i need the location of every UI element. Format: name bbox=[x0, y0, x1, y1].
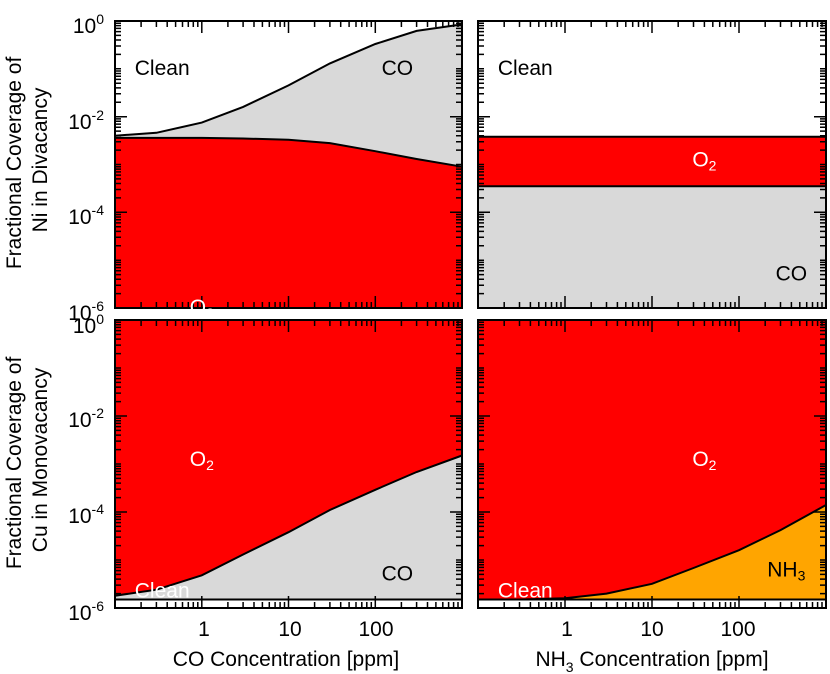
region-ni-nh3-o2 bbox=[478, 136, 826, 187]
x-tick-label-right-10: 10 bbox=[640, 618, 663, 641]
ticks-ni-co bbox=[115, 21, 462, 308]
region-label-ni-nh3-2: CO bbox=[776, 262, 808, 285]
region-label-ni-co-1: CO bbox=[382, 56, 414, 79]
region-ni-co-clean bbox=[115, 21, 462, 136]
y-tick-label-bottom-1: 10-2 bbox=[68, 405, 104, 432]
panel-frame-cu-co bbox=[114, 319, 463, 609]
boundary-cu-nh3-1 bbox=[478, 504, 827, 601]
region-ni-nh3-clean bbox=[478, 21, 826, 137]
ticks-cu-co bbox=[115, 320, 462, 608]
ticks-ni-nh3 bbox=[478, 21, 826, 308]
region-cu-nh3-nh3 bbox=[478, 505, 826, 600]
panel-frames bbox=[114, 20, 827, 609]
region-label-cu-nh3-0: O2 bbox=[692, 448, 716, 473]
ylabel-top: Fractional Coverage of Ni in Divacancy bbox=[3, 51, 52, 269]
y-tick-label-top-3: 10-6 bbox=[68, 298, 104, 325]
panel-frame-ni-co bbox=[114, 20, 463, 309]
region-cu-nh3-o2 bbox=[478, 320, 826, 600]
y-tick-label-bottom-3: 10-6 bbox=[68, 598, 104, 625]
axis-ticks bbox=[115, 21, 826, 608]
xlabel-left: CO Concentration [ppm] bbox=[173, 648, 399, 671]
panel-frame-cu-nh3 bbox=[477, 319, 827, 609]
region-label-cu-co-2: Clean bbox=[135, 579, 190, 602]
x-tick-label-right-1: 1 bbox=[561, 618, 573, 641]
panel-frame-ni-nh3 bbox=[477, 20, 827, 309]
y-tick-label-top-2: 10-4 bbox=[68, 202, 104, 229]
region-cu-co-co bbox=[115, 455, 462, 600]
ylabel-bottom: Fractional Coverage of Cu in Monovacancy bbox=[3, 351, 52, 569]
y-tick-label-bottom-2: 10-4 bbox=[68, 501, 104, 528]
x-tick-label-right-100: 100 bbox=[720, 618, 755, 641]
ticks-cu-nh3 bbox=[478, 320, 826, 608]
y-tick-label-top-1: 10-2 bbox=[68, 107, 104, 134]
region-fills bbox=[115, 21, 826, 608]
x-tick-label-left-1: 1 bbox=[198, 618, 210, 641]
region-label-cu-co-1: CO bbox=[382, 562, 414, 585]
boundary-ni-co-0 bbox=[115, 136, 463, 168]
region-ni-co-o2 bbox=[115, 137, 462, 308]
region-label-ni-nh3-1: O2 bbox=[692, 148, 716, 173]
region-label-ni-nh3-0: Clean bbox=[498, 56, 553, 79]
region-label-cu-co-0: O2 bbox=[190, 448, 214, 473]
boundary-ni-co-1 bbox=[114, 23, 463, 137]
y-tick-label-top-0: 100 bbox=[73, 11, 104, 38]
region-ni-nh3-co bbox=[478, 186, 826, 308]
region-ni-co-co bbox=[115, 24, 462, 167]
boundary-lines bbox=[114, 23, 827, 601]
region-cu-co-o2 bbox=[115, 320, 462, 596]
xlabel-right: NH3 Concentration [ppm] bbox=[535, 648, 768, 674]
boundary-cu-co-1 bbox=[114, 454, 463, 597]
y-tick-label-bottom-0: 100 bbox=[73, 311, 104, 338]
region-label-ni-co-0: Clean bbox=[135, 56, 190, 79]
x-tick-label-left-100: 100 bbox=[358, 618, 393, 641]
region-label-ni-co-2: O2 bbox=[190, 296, 214, 321]
region-labels: Clean CO O2 Clean O2 CO O2 CO Clean O2 NH3 Clean bbox=[135, 56, 807, 602]
region-label-cu-nh3-2: Clean bbox=[498, 579, 553, 602]
x-tick-label-left-10: 10 bbox=[278, 618, 301, 641]
region-label-cu-nh3-1: NH3 bbox=[767, 558, 805, 583]
